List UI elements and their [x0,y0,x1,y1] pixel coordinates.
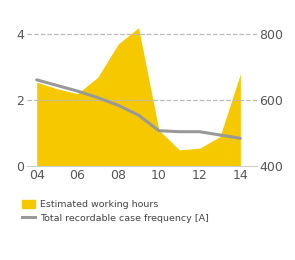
Legend: Estimated working hours, Total recordable case frequency [A]: Estimated working hours, Total recordabl… [22,200,209,223]
